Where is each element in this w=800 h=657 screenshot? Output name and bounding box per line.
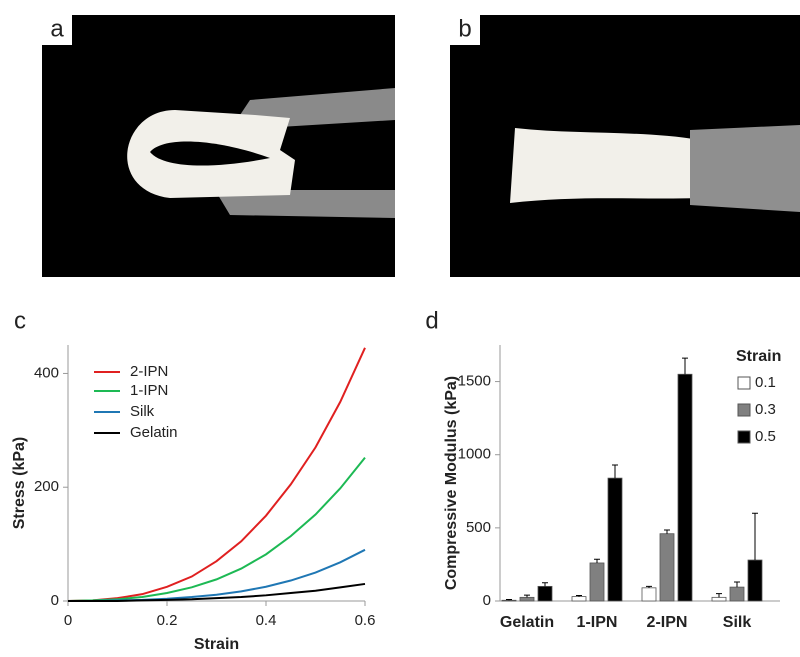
y-tick-label: 400 bbox=[34, 364, 59, 381]
y-axis-title: Compressive Modulus (kPa) bbox=[443, 376, 460, 590]
x-tick-label: 2-IPN bbox=[647, 614, 688, 631]
error-bar bbox=[752, 512, 758, 561]
y-tick-label: 200 bbox=[34, 478, 59, 495]
bar bbox=[641, 587, 657, 602]
panel-label: d bbox=[425, 307, 438, 334]
line-series bbox=[68, 582, 366, 602]
panel-label: c bbox=[14, 307, 26, 334]
error-bar bbox=[576, 594, 582, 597]
bar bbox=[589, 562, 605, 602]
error-bar bbox=[612, 464, 618, 479]
legend-label: 0.5 bbox=[755, 428, 776, 445]
bar bbox=[747, 559, 763, 602]
y-tick-label: 0 bbox=[51, 592, 59, 609]
y-tick-label: 500 bbox=[466, 519, 491, 536]
legend-label: 2-IPN bbox=[130, 363, 168, 380]
bar bbox=[729, 586, 745, 602]
bar bbox=[501, 599, 517, 602]
legend-swatch bbox=[737, 376, 751, 390]
y-tick-label: 1000 bbox=[458, 446, 491, 463]
error-bar bbox=[506, 599, 512, 601]
x-tick-label: Silk bbox=[723, 614, 752, 631]
error-bar bbox=[682, 357, 688, 375]
legend-swatch bbox=[737, 430, 751, 444]
line-series bbox=[67, 347, 366, 602]
x-tick-label: 1-IPN bbox=[577, 614, 618, 631]
bar bbox=[571, 596, 587, 602]
x-tick-label: Gelatin bbox=[500, 614, 554, 631]
error-bar bbox=[664, 529, 670, 534]
photo-a bbox=[42, 15, 395, 277]
line-series bbox=[68, 548, 366, 602]
y-tick-label: 1500 bbox=[458, 373, 491, 390]
legend-label: Gelatin bbox=[130, 424, 178, 441]
error-bar bbox=[716, 593, 722, 598]
legend-label: 0.1 bbox=[755, 374, 776, 391]
x-tick-label: 0 bbox=[64, 612, 72, 629]
legend-label: Silk bbox=[130, 403, 155, 420]
x-tick-label: 0.6 bbox=[355, 612, 376, 629]
x-axis-title: Strain bbox=[194, 636, 239, 653]
error-bar bbox=[594, 558, 600, 563]
panel-label: b bbox=[458, 15, 471, 42]
legend-label: 1-IPN bbox=[130, 382, 168, 399]
error-bar bbox=[646, 585, 652, 588]
bar bbox=[711, 596, 727, 602]
line-series bbox=[67, 457, 366, 602]
error-bar bbox=[524, 594, 530, 598]
bar bbox=[537, 585, 553, 602]
y-axis-title: Stress (kPa) bbox=[11, 437, 28, 530]
x-tick-label: 0.4 bbox=[256, 612, 277, 629]
error-bar bbox=[734, 581, 740, 588]
panel-label: a bbox=[50, 15, 64, 42]
y-tick-label: 0 bbox=[483, 592, 491, 609]
bar bbox=[677, 373, 693, 602]
legend-title: Strain bbox=[736, 348, 781, 365]
legend-label: 0.3 bbox=[755, 401, 776, 418]
bar bbox=[607, 477, 623, 602]
legend-swatch bbox=[737, 403, 751, 417]
bar bbox=[519, 596, 535, 602]
error-bar bbox=[542, 582, 548, 587]
x-tick-label: 0.2 bbox=[157, 612, 178, 629]
bar bbox=[659, 533, 675, 602]
photo-b bbox=[450, 15, 800, 277]
